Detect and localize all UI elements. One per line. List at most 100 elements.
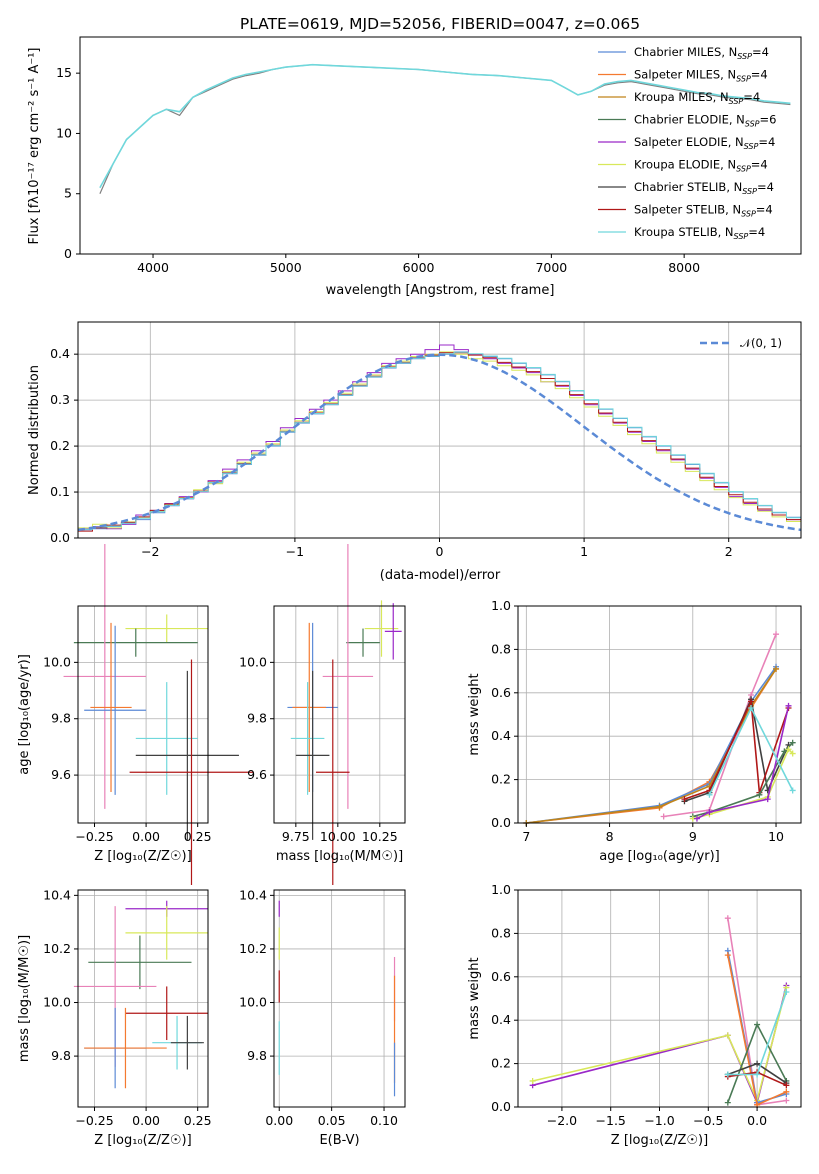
legend-label: Kroupa ELODIE, N (634, 158, 736, 172)
weight-marker (748, 698, 755, 705)
weight-marker (783, 1097, 790, 1104)
x-tick-label: 10.00 (320, 829, 356, 844)
residuals-y-tick-label: 0.1 (50, 484, 70, 499)
residuals-x-tick-label: −1 (286, 544, 304, 559)
legend-entry: Kroupa STELIB, NSSP=4 (634, 225, 765, 241)
weight-line (708, 706, 794, 796)
legend-label: Chabrier STELIB, N (634, 180, 742, 194)
legend-label: Chabrier ELODIE, N (634, 113, 745, 127)
y-tick-label: 10.0 (239, 995, 267, 1010)
legend-entry: Chabrier ELODIE, NSSP=6 (634, 113, 776, 129)
legend-tail: =4 (757, 180, 774, 194)
y-tick-label: 0.4 (491, 1012, 511, 1027)
weight-marker (785, 702, 792, 709)
x-tick-label: 10.25 (362, 829, 398, 844)
spectrum-model-line (99, 63, 791, 189)
residuals-y-ticks: 0.0 0.1 0.2 0.3 0.4 (50, 346, 78, 545)
legend-subscript: SSP (737, 52, 752, 61)
legend-tail: =4 (752, 45, 769, 59)
legend-tail: =4 (751, 68, 768, 82)
weight-marker (724, 915, 731, 922)
spectrum-x-tick-label: 4000 (137, 260, 169, 275)
legend-label: Salpeter STELIB, N (634, 203, 741, 217)
legend-entry: Chabrier MILES, NSSP=4 (634, 45, 769, 61)
legend-tail: =6 (760, 113, 777, 127)
spectrum-y-ticks: 0 5 10 15 (56, 65, 80, 261)
x-tick-label: 0.25 (184, 1113, 212, 1128)
mass-vs-ebv-panel: 0.00 0.05 0.10 9.8 10.0 10.2 10.4 E(B-V) (239, 887, 406, 1148)
legend-entry: Chabrier STELIB, NSSP=4 (634, 180, 774, 196)
x-tick-label: −2.0 (547, 1113, 577, 1128)
x-tick-label: 0.00 (265, 1113, 293, 1128)
y-tick-label: 10.2 (43, 941, 71, 956)
x-tick-label: −0.25 (75, 1113, 113, 1128)
legend-subscript: SSP (736, 165, 751, 174)
spectrum-title: PLATE=0619, MJD=52056, FIBERID=0047, z=0… (240, 15, 640, 33)
weight-line (526, 668, 777, 824)
weight-marker (783, 988, 790, 995)
axes-frame (77, 605, 209, 824)
x-axis-label: E(B-V) (319, 1133, 359, 1148)
spectrum-x-tick-label: 8000 (668, 260, 700, 275)
weight-marker (724, 1032, 731, 1039)
normal-legend-label: 𝒩(0, 1) (740, 336, 782, 350)
residuals-y-tick-label: 0.0 (50, 530, 70, 545)
y-tick-label: 0.0 (491, 1099, 511, 1114)
y-tick-label: 0.8 (491, 641, 511, 656)
legend-subscript: SSP (734, 232, 749, 241)
spectrum-series-group (99, 63, 791, 194)
weight-vs-age-panel: 7 8 9 10 0.0 0.2 0.4 0.6 0.8 1.0 age [log₁₀(age/yr… (467, 598, 802, 864)
x-tick-label: 0.0 (747, 1113, 767, 1128)
x-tick-label: 8 (606, 829, 614, 844)
spectrum-plot-area (99, 63, 791, 194)
y-axis-label: mass weight (467, 673, 482, 755)
y-tick-label: 10.4 (43, 887, 71, 902)
weight-marker (773, 631, 780, 638)
y-tick-label: 0.4 (491, 728, 511, 743)
x-tick-label: −0.25 (75, 829, 113, 844)
y-tick-label: 0.2 (491, 1056, 511, 1071)
weight-marker (681, 796, 688, 803)
weight-marker (660, 813, 667, 820)
residuals-y-tick-label: 0.4 (50, 346, 70, 361)
y-tick-label: 1.0 (491, 598, 511, 613)
weight-line (696, 705, 790, 820)
legend-subscript: SSP (729, 97, 744, 106)
weight-marker (756, 791, 763, 798)
legend-label: Kroupa STELIB, N (634, 225, 734, 239)
spectrum-y-tick-label: 15 (56, 65, 72, 80)
legend-entry: Salpeter ELODIE, NSSP=4 (634, 135, 775, 151)
residuals-y-tick-label: 0.2 (50, 438, 70, 453)
y-tick-label: 9.8 (247, 1048, 267, 1063)
y-tick-label: 0.8 (491, 925, 511, 940)
residuals-plot-area (77, 344, 802, 538)
spectrum-y-tick-label: 10 (56, 125, 72, 140)
weight-marker (656, 803, 663, 810)
x-axis-label: Z [log₁₀(Z/Z☉)] (611, 1133, 708, 1148)
legend-tail: =4 (758, 135, 775, 149)
x-tick-label: 0.25 (184, 829, 212, 844)
weight-marker (724, 1071, 731, 1078)
legend-subscript: SSP (741, 210, 756, 219)
weight-marker (748, 704, 755, 711)
spectrum-axes-frame (79, 36, 802, 255)
weight-line (526, 668, 777, 824)
y-tick-label: 0.0 (491, 815, 511, 830)
weight-marker (706, 809, 713, 816)
y-axis-label: age [log₁₀(age/yr)] (17, 654, 32, 775)
weight-marker (789, 739, 796, 746)
y-axis-label: mass [log₁₀(M/M☉)] (17, 935, 32, 1062)
residuals-y-label: Normed distribution (27, 365, 42, 495)
spectrum-x-ticks: 4000 5000 6000 7000 8000 (137, 254, 700, 275)
residuals-x-tick-label: 2 (725, 544, 733, 559)
y-tick-label: 9.6 (247, 767, 267, 782)
weight-line (532, 987, 788, 1103)
residuals-x-tick-label: 0 (436, 544, 444, 559)
legend-tail: =4 (756, 203, 773, 217)
spectrum-y-tick-label: 5 (64, 186, 72, 201)
legend-subscript: SSP (745, 120, 760, 129)
legend-entry: Kroupa ELODIE, NSSP=4 (634, 158, 768, 174)
x-tick-label: −1.5 (596, 1113, 626, 1128)
legend-subscript: SSP (742, 187, 757, 196)
